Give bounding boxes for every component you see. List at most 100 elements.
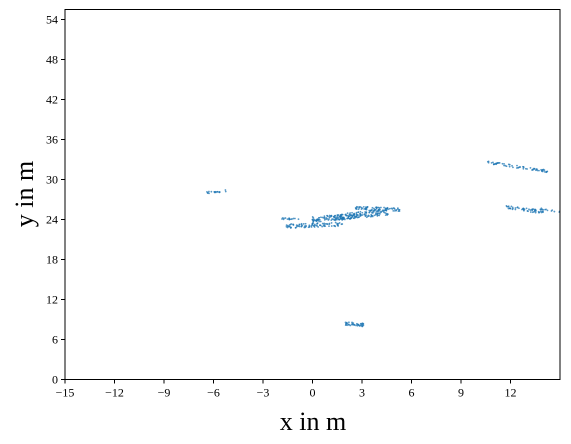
data-point <box>335 218 338 221</box>
y-tick-label: 18 <box>46 253 58 267</box>
data-point <box>356 323 359 326</box>
data-point <box>307 226 310 229</box>
x-axis-ticks: −15 −12 −9 −6 −3 0 3 6 9 12 <box>56 379 517 400</box>
data-point <box>358 216 360 218</box>
data-point <box>330 222 333 224</box>
data-point <box>355 211 358 214</box>
data-point <box>370 215 372 218</box>
data-point <box>387 208 390 211</box>
data-point <box>216 190 219 193</box>
data-point <box>288 224 291 226</box>
data-point <box>363 208 366 210</box>
x-tick-label: −3 <box>257 386 270 400</box>
data-point <box>323 216 326 219</box>
data-point <box>374 208 377 211</box>
data-point <box>305 225 307 228</box>
data-point <box>368 209 371 212</box>
data-point <box>533 167 536 170</box>
data-point <box>352 323 355 326</box>
data-point <box>334 221 337 224</box>
data-point <box>527 210 529 213</box>
data-point <box>365 207 368 210</box>
data-point <box>318 218 321 221</box>
data-point <box>525 207 528 210</box>
data-point <box>495 162 498 165</box>
data-point <box>373 214 376 217</box>
x-tick-label: 9 <box>458 386 464 400</box>
data-point <box>357 211 360 214</box>
data-point <box>378 214 381 217</box>
data-point <box>514 208 517 211</box>
data-point <box>356 214 358 216</box>
data-point <box>362 205 365 208</box>
data-point <box>311 224 314 226</box>
y-tick-label: 6 <box>52 333 58 347</box>
data-point <box>344 213 347 216</box>
data-point <box>319 224 322 227</box>
data-point <box>336 216 339 218</box>
x-tick-label: −9 <box>158 386 171 400</box>
data-point <box>304 222 307 225</box>
data-point <box>377 209 380 211</box>
y-axis-label: y in m <box>10 161 39 227</box>
data-point <box>346 322 349 325</box>
data-point <box>349 212 352 214</box>
data-point <box>550 210 553 212</box>
data-point <box>531 169 533 171</box>
data-point <box>508 163 511 166</box>
x-tick-label: −12 <box>105 386 124 400</box>
data-point <box>291 218 293 220</box>
data-point <box>529 166 532 169</box>
data-point <box>342 217 344 219</box>
data-points <box>206 160 561 328</box>
data-point <box>398 208 401 211</box>
data-point <box>347 215 350 218</box>
data-point <box>328 216 331 219</box>
data-point <box>311 216 314 218</box>
data-point <box>365 216 368 219</box>
data-point <box>545 208 547 211</box>
data-point <box>328 225 330 228</box>
data-point <box>341 213 344 216</box>
data-point <box>295 224 298 227</box>
data-point <box>359 215 362 217</box>
data-point <box>390 207 393 210</box>
data-point <box>224 190 227 193</box>
data-point <box>396 208 399 211</box>
data-point <box>378 212 380 214</box>
data-point <box>330 219 333 222</box>
data-point <box>516 206 519 209</box>
data-point <box>353 213 356 216</box>
data-point <box>553 210 556 213</box>
data-point <box>362 322 364 325</box>
data-point <box>505 165 508 168</box>
data-point <box>286 218 289 221</box>
data-point <box>539 210 542 213</box>
data-point <box>315 220 318 222</box>
data-point <box>338 218 341 221</box>
data-point <box>298 223 301 226</box>
data-point <box>352 322 355 325</box>
data-point <box>325 217 328 219</box>
data-point <box>363 213 366 216</box>
data-point <box>312 221 315 223</box>
data-point <box>346 212 349 215</box>
data-point <box>371 206 374 209</box>
data-point <box>370 209 372 212</box>
data-point <box>316 225 318 227</box>
data-point <box>392 207 395 209</box>
data-point <box>359 206 361 208</box>
data-point <box>330 215 333 218</box>
data-point <box>336 214 339 216</box>
data-point <box>328 218 330 220</box>
data-point <box>321 222 324 225</box>
data-point <box>334 225 337 228</box>
data-point <box>324 225 327 228</box>
data-point <box>206 191 209 194</box>
data-point <box>328 222 331 225</box>
data-point <box>541 170 543 173</box>
data-point <box>542 210 544 213</box>
data-point <box>318 216 320 219</box>
data-point <box>522 166 525 168</box>
